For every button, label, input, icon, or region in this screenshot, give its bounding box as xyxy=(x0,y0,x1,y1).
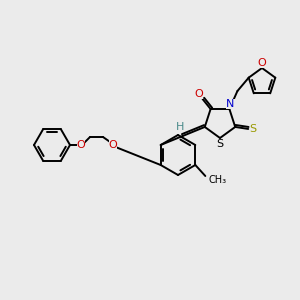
Text: H: H xyxy=(176,122,184,132)
Text: O: O xyxy=(109,140,117,150)
Text: S: S xyxy=(216,139,224,149)
Text: O: O xyxy=(258,58,266,68)
Text: O: O xyxy=(194,89,203,99)
Text: N: N xyxy=(226,99,235,109)
Text: CH₃: CH₃ xyxy=(208,175,226,185)
Text: S: S xyxy=(250,124,257,134)
Text: O: O xyxy=(76,140,85,150)
